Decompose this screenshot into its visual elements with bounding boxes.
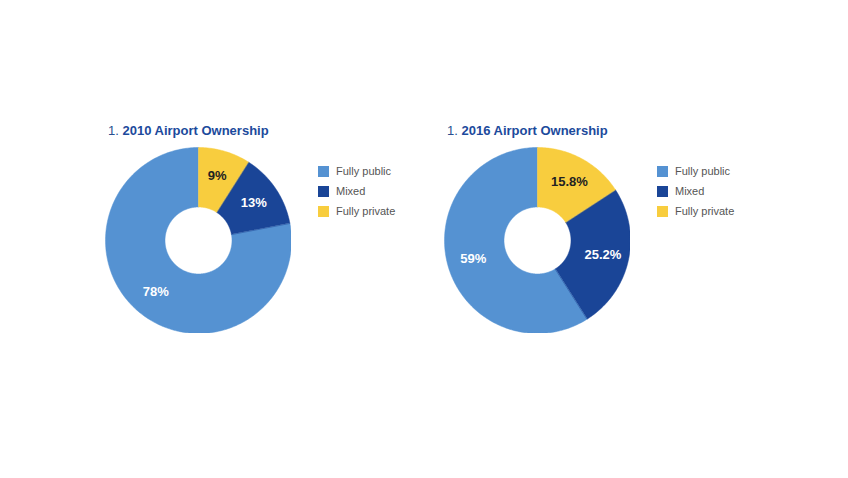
svg-text:25.2%: 25.2%	[585, 247, 622, 262]
html-text:Mixed: Mixed	[675, 185, 705, 197]
html-text:1. 2016 Airport Ownership: 1. 2016 Airport Ownership	[447, 123, 608, 138]
html-text:Fully public: Fully public	[675, 165, 730, 177]
svg-text:78%: 78%	[143, 284, 169, 299]
html-text:1. 2010 Airport Ownership: 1. 2010 Airport Ownership	[108, 123, 269, 138]
svg-text:15.8%: 15.8%	[551, 174, 588, 189]
html-text:Fully private: Fully private	[675, 205, 735, 217]
html-text:Mixed: Mixed	[336, 185, 366, 197]
svg-text:59%: 59%	[460, 251, 486, 266]
svg-text:9%: 9%	[208, 168, 227, 183]
svg-text:13%: 13%	[241, 195, 267, 210]
html-text:Fully public: Fully public	[336, 165, 391, 177]
html-text:Fully private: Fully private	[336, 205, 396, 217]
